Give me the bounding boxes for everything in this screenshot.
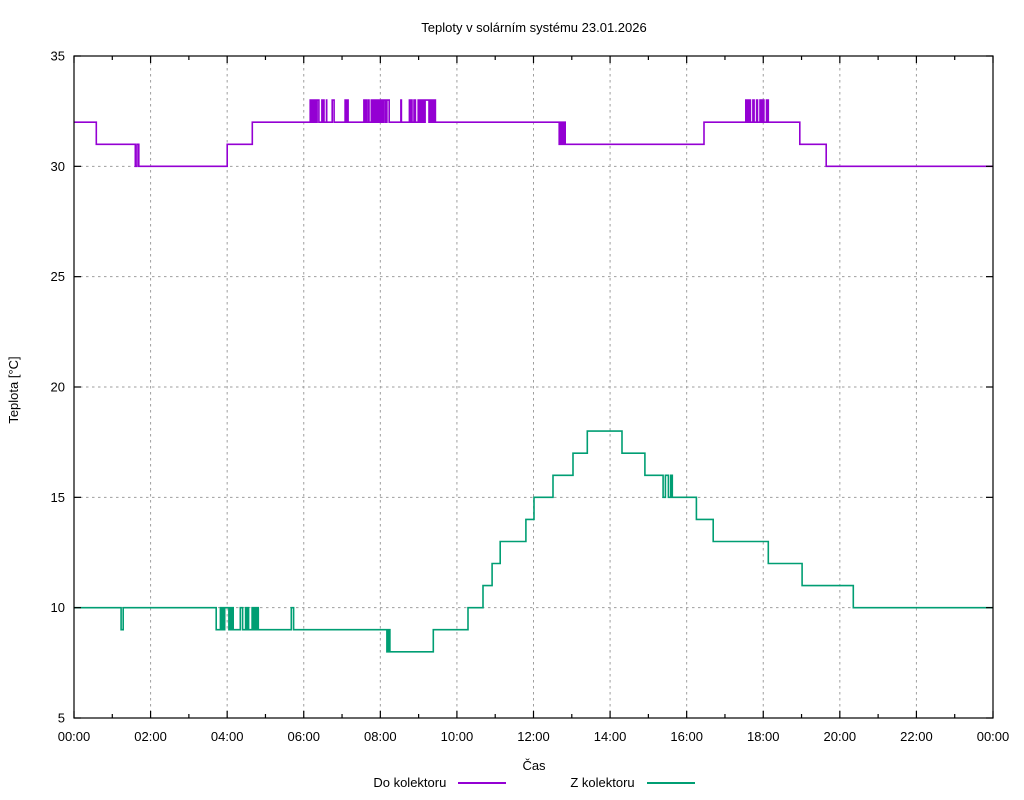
legend-label-do-kolektoru: Do kolektoru	[373, 775, 447, 790]
x-tick-label: 00:00	[58, 729, 91, 744]
y-tick-label: 5	[58, 711, 65, 726]
legend-label-z-kolektoru: Z kolektoru	[570, 775, 635, 790]
x-tick-label: 10:00	[441, 729, 474, 744]
x-axis-label: Čas	[522, 758, 546, 773]
series-line-do-kolektoru	[74, 99, 993, 168]
x-tick-label: 14:00	[594, 729, 627, 744]
y-tick-label: 30	[51, 159, 65, 174]
x-tick-label: 12:00	[517, 729, 550, 744]
y-tick-label: 25	[51, 269, 65, 284]
x-tick-label: 18:00	[747, 729, 780, 744]
x-tick-label: 06:00	[287, 729, 320, 744]
y-tick-label: 15	[51, 490, 65, 505]
y-tick-label: 35	[51, 49, 65, 64]
x-tick-label: 16:00	[670, 729, 703, 744]
chart-title: Teploty v solárním systému 23.01.2026	[421, 20, 647, 35]
legend: Do kolektoru Z kolektoru	[74, 775, 994, 790]
x-tick-label: 08:00	[364, 729, 397, 744]
legend-entry-z-kolektoru: Z kolektoru	[570, 775, 695, 790]
x-tick-label: 00:00	[977, 729, 1010, 744]
series-line-z-kolektoru	[74, 430, 993, 653]
y-tick-label: 20	[51, 380, 65, 395]
legend-line-sample-z-kolektoru	[646, 781, 695, 784]
x-tick-label: 02:00	[134, 729, 167, 744]
x-tick-label: 20:00	[824, 729, 857, 744]
x-tick-label: 04:00	[211, 729, 244, 744]
x-tick-label: 22:00	[900, 729, 933, 744]
y-tick-label: 10	[51, 600, 65, 615]
legend-entry-do-kolektoru: Do kolektoru	[373, 775, 507, 790]
legend-line-sample-do-kolektoru	[458, 781, 507, 784]
